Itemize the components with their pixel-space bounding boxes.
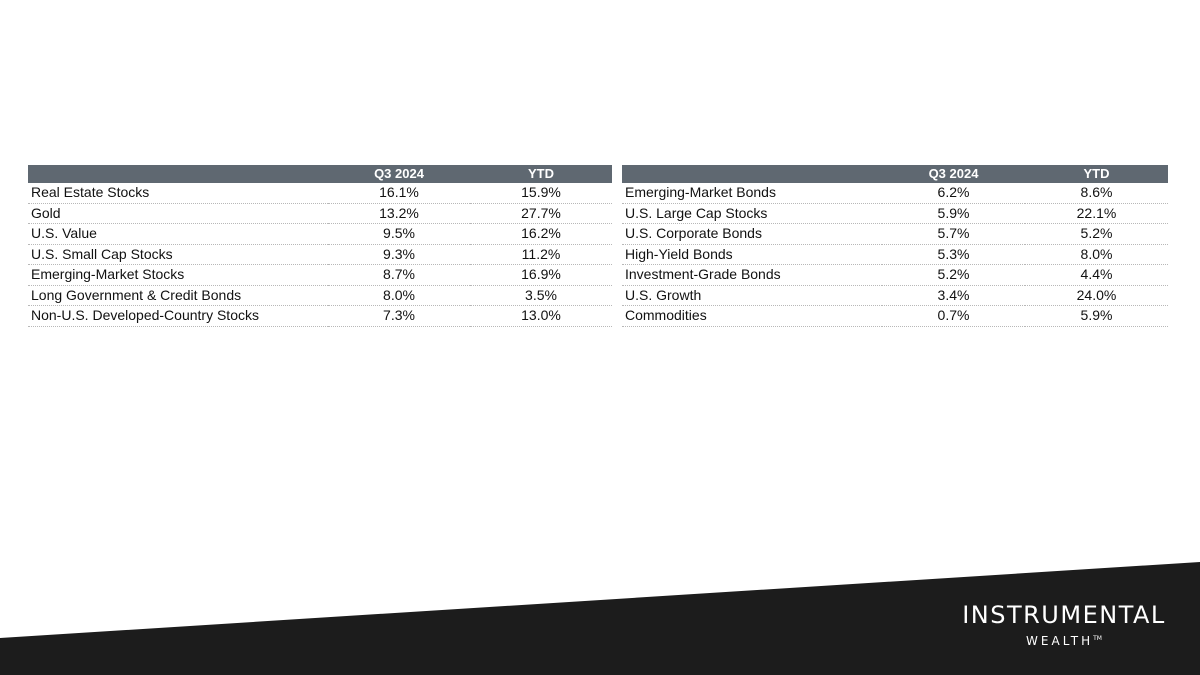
ytd-return: 15.9% bbox=[470, 183, 612, 204]
table-row: U.S. Large Cap Stocks 5.9% 22.1% bbox=[622, 203, 1168, 224]
q3-return: 8.0% bbox=[328, 285, 470, 306]
q3-return: 6.2% bbox=[882, 183, 1025, 204]
brand-logo: INSTRUMENTAL WEALTHTM bbox=[956, 600, 1172, 649]
asset-name: High-Yield Bonds bbox=[622, 244, 882, 265]
ytd-return: 16.9% bbox=[470, 264, 612, 286]
table-row: High-Yield Bonds 5.3% 8.0% bbox=[622, 244, 1168, 265]
q3-return: 9.5% bbox=[328, 223, 470, 245]
asset-name: Real Estate Stocks bbox=[28, 183, 328, 204]
table-row: Gold 13.2% 27.7% bbox=[28, 203, 612, 224]
column-header-q3: Q3 2024 bbox=[928, 166, 979, 181]
asset-name: U.S. Corporate Bonds bbox=[622, 223, 882, 245]
table-row: Non-U.S. Developed-Country Stocks 7.3% 1… bbox=[28, 305, 612, 327]
q3-return: 0.7% bbox=[882, 305, 1025, 327]
q3-return: 5.2% bbox=[882, 264, 1025, 286]
q3-return: 16.1% bbox=[328, 183, 470, 204]
asset-name: U.S. Value bbox=[28, 223, 328, 245]
column-header-asset bbox=[622, 165, 882, 183]
column-header-ytd: YTD bbox=[528, 166, 554, 181]
asset-name: U.S. Growth bbox=[622, 285, 882, 306]
asset-name: Gold bbox=[28, 203, 328, 224]
asset-name: Emerging-Market Bonds bbox=[622, 183, 882, 204]
table-row: Commodities 0.7% 5.9% bbox=[622, 305, 1168, 327]
ytd-return: 27.7% bbox=[470, 203, 612, 224]
q3-return: 8.7% bbox=[328, 264, 470, 286]
ytd-return: 5.2% bbox=[1025, 223, 1168, 245]
q3-return: 13.2% bbox=[328, 203, 470, 224]
column-header-ytd: YTD bbox=[1083, 166, 1110, 181]
column-header-asset bbox=[28, 165, 328, 183]
ytd-return: 24.0% bbox=[1025, 285, 1168, 306]
ytd-return: 11.2% bbox=[470, 244, 612, 265]
q3-return: 5.3% bbox=[882, 244, 1025, 265]
returns-table: Q3 2024 YTD Real Estate Stocks 16.1% 15.… bbox=[28, 165, 612, 327]
q3-return: 3.4% bbox=[882, 285, 1025, 306]
table-row: Real Estate Stocks 16.1% 15.9% bbox=[28, 183, 612, 204]
returns-table-left: Q3 2024 YTD Real Estate Stocks 16.1% 15.… bbox=[28, 165, 612, 327]
q3-return: 5.7% bbox=[882, 223, 1025, 245]
brand-sub-text: WEALTH bbox=[1026, 634, 1094, 648]
table-header-row: Q3 2024 YTD bbox=[28, 165, 612, 183]
q3-return: 7.3% bbox=[328, 305, 470, 327]
brand-name: INSTRUMENTAL bbox=[962, 601, 1166, 629]
ytd-return: 5.9% bbox=[1025, 305, 1168, 327]
ytd-return: 4.4% bbox=[1025, 264, 1168, 286]
ytd-return: 13.0% bbox=[470, 305, 612, 327]
ytd-return: 8.0% bbox=[1025, 244, 1168, 265]
asset-name: Non-U.S. Developed-Country Stocks bbox=[28, 305, 328, 327]
table-row: Investment-Grade Bonds 5.2% 4.4% bbox=[622, 264, 1168, 286]
q3-return: 9.3% bbox=[328, 244, 470, 265]
ytd-return: 22.1% bbox=[1025, 203, 1168, 224]
ytd-return: 3.5% bbox=[470, 285, 612, 306]
table-row: U.S. Value 9.5% 16.2% bbox=[28, 223, 612, 245]
asset-name: U.S. Small Cap Stocks bbox=[28, 244, 328, 265]
table-header-row: Q3 2024 YTD bbox=[622, 165, 1168, 183]
asset-name: Commodities bbox=[622, 305, 882, 327]
asset-name: Long Government & Credit Bonds bbox=[28, 285, 328, 306]
asset-name: Investment-Grade Bonds bbox=[622, 264, 882, 286]
column-header-q3: Q3 2024 bbox=[374, 166, 424, 181]
trademark-mark: TM bbox=[1093, 635, 1102, 642]
table-row: U.S. Corporate Bonds 5.7% 5.2% bbox=[622, 223, 1168, 245]
returns-table-right: Q3 2024 YTD Emerging-Market Bonds 6.2% 8… bbox=[622, 165, 1168, 327]
table-row: Long Government & Credit Bonds 8.0% 3.5% bbox=[28, 285, 612, 306]
table-row: Emerging-Market Stocks 8.7% 16.9% bbox=[28, 264, 612, 286]
ytd-return: 16.2% bbox=[470, 223, 612, 245]
q3-return: 5.9% bbox=[882, 203, 1025, 224]
asset-name: U.S. Large Cap Stocks bbox=[622, 203, 882, 224]
table-row: U.S. Growth 3.4% 24.0% bbox=[622, 285, 1168, 306]
table-row: Emerging-Market Bonds 6.2% 8.6% bbox=[622, 183, 1168, 204]
table-row: U.S. Small Cap Stocks 9.3% 11.2% bbox=[28, 244, 612, 265]
returns-table: Q3 2024 YTD Emerging-Market Bonds 6.2% 8… bbox=[622, 165, 1168, 327]
ytd-return: 8.6% bbox=[1025, 183, 1168, 204]
brand-sub: WEALTHTM bbox=[956, 631, 1172, 649]
asset-name: Emerging-Market Stocks bbox=[28, 264, 328, 286]
